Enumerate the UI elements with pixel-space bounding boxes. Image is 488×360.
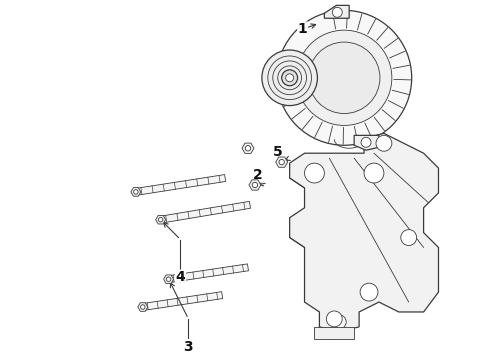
Circle shape — [304, 163, 324, 183]
Circle shape — [279, 159, 284, 165]
Circle shape — [245, 145, 250, 151]
Polygon shape — [168, 264, 248, 283]
Circle shape — [262, 50, 317, 105]
Circle shape — [166, 277, 170, 282]
Circle shape — [252, 182, 257, 188]
Circle shape — [140, 305, 145, 309]
Circle shape — [281, 70, 297, 86]
Circle shape — [400, 230, 416, 246]
Circle shape — [308, 42, 379, 113]
Circle shape — [158, 217, 163, 222]
Circle shape — [296, 30, 391, 125]
Circle shape — [133, 190, 138, 194]
Polygon shape — [135, 175, 225, 195]
Text: 1: 1 — [297, 22, 307, 36]
Circle shape — [360, 137, 370, 147]
Circle shape — [285, 74, 293, 82]
Text: 3: 3 — [183, 340, 193, 354]
Circle shape — [332, 7, 342, 17]
Polygon shape — [160, 201, 250, 223]
Text: 2: 2 — [252, 168, 262, 182]
Polygon shape — [142, 292, 222, 310]
Circle shape — [332, 315, 346, 329]
Circle shape — [359, 283, 377, 301]
Text: 5: 5 — [272, 145, 282, 159]
Circle shape — [325, 311, 342, 327]
Polygon shape — [324, 5, 348, 18]
Circle shape — [364, 163, 383, 183]
Circle shape — [276, 10, 411, 145]
Circle shape — [375, 135, 391, 151]
Text: 4: 4 — [175, 270, 185, 284]
Polygon shape — [353, 135, 378, 150]
Polygon shape — [289, 133, 438, 332]
Polygon shape — [314, 327, 353, 339]
